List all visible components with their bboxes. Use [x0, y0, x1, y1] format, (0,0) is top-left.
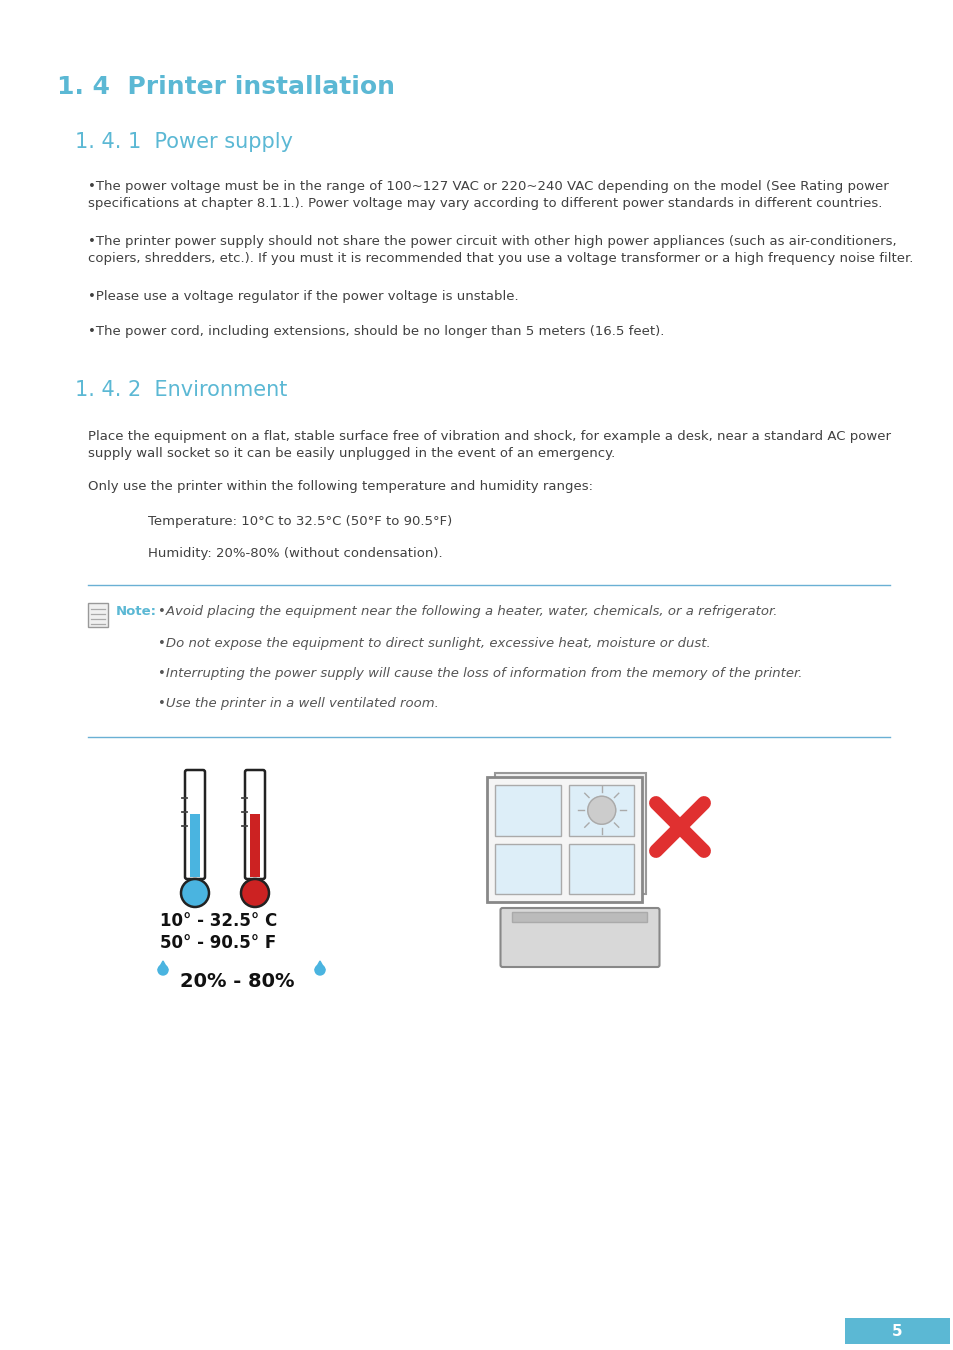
Text: •Do not expose the equipment to direct sunlight, excessive heat, moisture or dus: •Do not expose the equipment to direct s…: [158, 637, 710, 649]
Text: 10° - 32.5° C: 10° - 32.5° C: [160, 913, 277, 930]
Text: •The printer power supply should not share the power circuit with other high pow: •The printer power supply should not sha…: [88, 235, 896, 248]
Text: 5: 5: [891, 1323, 902, 1338]
FancyBboxPatch shape: [487, 778, 641, 902]
Text: •The power cord, including extensions, should be no longer than 5 meters (16.5 f: •The power cord, including extensions, s…: [88, 325, 663, 338]
Text: 1. 4. 1  Power supply: 1. 4. 1 Power supply: [75, 132, 293, 153]
Text: •Avoid placing the equipment near the following a heater, water, chemicals, or a: •Avoid placing the equipment near the fo…: [158, 605, 777, 618]
Text: Only use the printer within the following temperature and humidity ranges:: Only use the printer within the followin…: [88, 481, 593, 493]
Bar: [190, 814, 200, 878]
FancyBboxPatch shape: [844, 1318, 949, 1345]
FancyBboxPatch shape: [495, 774, 646, 894]
FancyBboxPatch shape: [568, 844, 634, 894]
Polygon shape: [314, 961, 325, 971]
Text: specifications at chapter 8.1.1.). Power voltage may vary according to different: specifications at chapter 8.1.1.). Power…: [88, 197, 882, 211]
Text: •Interrupting the power supply will cause the loss of information from the memor: •Interrupting the power supply will caus…: [158, 667, 801, 680]
Text: •Use the printer in a well ventilated room.: •Use the printer in a well ventilated ro…: [158, 697, 438, 710]
Text: copiers, shredders, etc.). If you must it is recommended that you use a voltage : copiers, shredders, etc.). If you must i…: [88, 252, 912, 265]
Polygon shape: [158, 961, 168, 971]
FancyBboxPatch shape: [500, 909, 659, 967]
Circle shape: [587, 796, 615, 825]
Bar: [250, 814, 260, 878]
FancyBboxPatch shape: [568, 784, 634, 836]
Text: 1. 4. 2  Environment: 1. 4. 2 Environment: [75, 379, 287, 400]
Text: Note:: Note:: [116, 605, 157, 618]
FancyBboxPatch shape: [512, 913, 647, 922]
Circle shape: [241, 879, 269, 907]
Text: Place the equipment on a flat, stable surface free of vibration and shock, for e: Place the equipment on a flat, stable su…: [88, 431, 890, 443]
Text: 50° - 90.5° F: 50° - 90.5° F: [160, 934, 276, 952]
FancyBboxPatch shape: [185, 769, 205, 879]
FancyBboxPatch shape: [495, 784, 560, 836]
Text: Humidity: 20%-80% (without condensation).: Humidity: 20%-80% (without condensation)…: [148, 547, 442, 560]
Text: Temperature: 10°C to 32.5°C (50°F to 90.5°F): Temperature: 10°C to 32.5°C (50°F to 90.…: [148, 514, 452, 528]
Circle shape: [181, 879, 209, 907]
Text: supply wall socket so it can be easily unplugged in the event of an emergency.: supply wall socket so it can be easily u…: [88, 447, 615, 460]
Text: •The power voltage must be in the range of 100~127 VAC or 220~240 VAC depending : •The power voltage must be in the range …: [88, 180, 888, 193]
FancyBboxPatch shape: [495, 844, 560, 894]
Circle shape: [314, 965, 325, 975]
Circle shape: [158, 965, 168, 975]
Text: 20% - 80%: 20% - 80%: [180, 972, 294, 991]
FancyBboxPatch shape: [245, 769, 265, 879]
Text: 1. 4  Printer installation: 1. 4 Printer installation: [57, 76, 395, 99]
Text: •Please use a voltage regulator if the power voltage is unstable.: •Please use a voltage regulator if the p…: [88, 290, 518, 302]
FancyBboxPatch shape: [88, 603, 108, 626]
